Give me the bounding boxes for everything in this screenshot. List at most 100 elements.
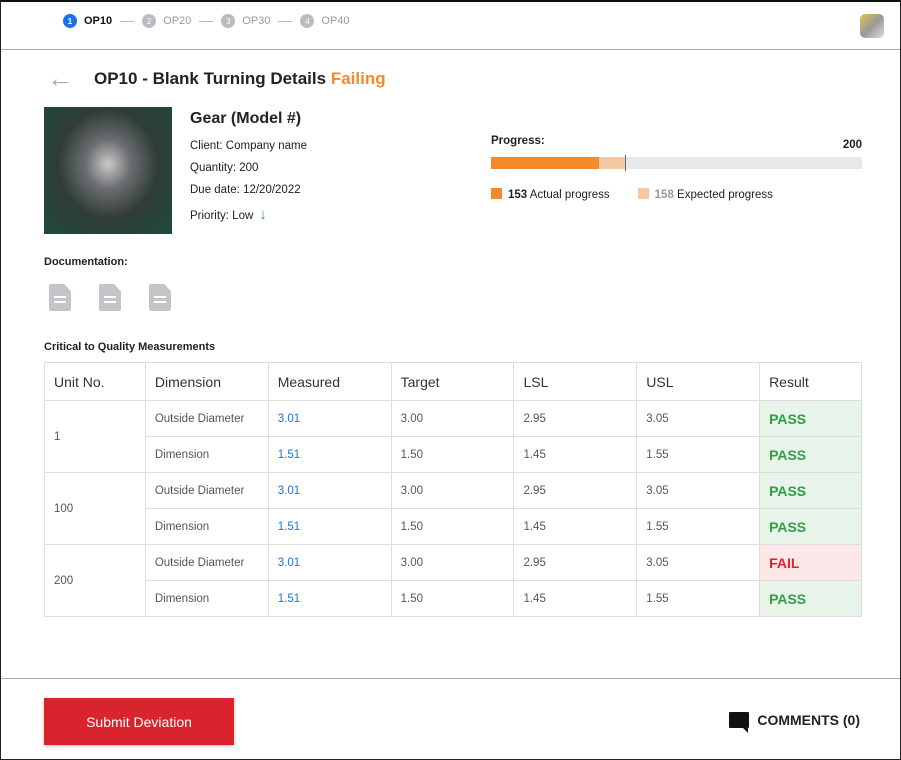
legend-actual: 153 Actual progress xyxy=(491,188,610,201)
table-row: 1 Outside Diameter 3.01 3.00 2.95 3.05 PASS xyxy=(44,400,862,473)
document-icon[interactable] xyxy=(99,284,121,311)
step-label: OP10 xyxy=(84,15,113,27)
column-header: LSL xyxy=(513,362,638,401)
actual-progress-fill xyxy=(491,157,599,169)
result-cell: PASS xyxy=(759,508,862,545)
step-separator xyxy=(199,20,214,22)
unit-number: 200 xyxy=(44,544,146,617)
measured-cell[interactable]: 1.51 xyxy=(267,508,392,545)
measured-cell[interactable]: 3.01 xyxy=(267,544,392,581)
comment-icon xyxy=(729,712,750,733)
result-cell: FAIL xyxy=(759,544,862,581)
due-date: Due date: 12/20/2022 xyxy=(190,184,301,196)
table-row: 200 Outside Diameter 3.01 3.00 2.95 3.05 FAIL xyxy=(44,544,862,617)
target-cell: 3.00 xyxy=(390,472,515,509)
progress-label: Progress: xyxy=(491,135,545,147)
column-header: Result xyxy=(759,362,862,401)
measured-cell[interactable]: 1.51 xyxy=(267,580,392,617)
page-title: OP10 - Blank Turning Details Failing xyxy=(94,69,386,89)
lsl-cell: 2.95 xyxy=(513,400,638,437)
target-cell: 3.00 xyxy=(390,400,515,437)
lsl-cell: 1.45 xyxy=(513,436,638,473)
usl-cell: 1.55 xyxy=(636,508,761,545)
comments-label: COMMENTS (0) xyxy=(757,712,860,728)
step-label: OP30 xyxy=(242,15,271,27)
dimension-cell: Outside Diameter xyxy=(144,472,269,509)
part-image xyxy=(44,107,172,234)
step-separator xyxy=(278,20,293,22)
step-separator xyxy=(120,20,135,22)
step-number: 4 xyxy=(300,14,315,28)
client: Client: Company name xyxy=(190,140,307,152)
document-icon[interactable] xyxy=(149,284,171,311)
user-avatar[interactable] xyxy=(860,14,884,38)
part-name: Gear (Model #) xyxy=(190,110,302,127)
step-label: OP40 xyxy=(321,15,350,27)
part-info: Gear (Model #) Client: Company name Quan… xyxy=(190,110,307,233)
header-divider xyxy=(1,49,900,50)
column-header: Target xyxy=(390,362,515,401)
result-cell: PASS xyxy=(759,472,862,509)
dimension-cell: Dimension xyxy=(144,436,269,473)
measured-cell[interactable]: 1.51 xyxy=(267,436,392,473)
usl-cell: 1.55 xyxy=(636,436,761,473)
column-header: Dimension xyxy=(144,362,269,401)
submit-deviation-button[interactable]: Submit Deviation xyxy=(44,698,234,745)
back-arrow-icon[interactable]: ← xyxy=(47,63,73,93)
footer-divider xyxy=(1,678,900,679)
measured-cell[interactable]: 3.01 xyxy=(267,400,392,437)
ctq-title: Critical to Quality Measurements xyxy=(44,341,216,353)
step-number: 3 xyxy=(221,14,236,28)
lsl-cell: 1.45 xyxy=(513,580,638,617)
documents xyxy=(49,284,171,311)
step-op10[interactable]: 1 OP10 xyxy=(63,14,112,28)
result-cell: PASS xyxy=(759,580,862,617)
measured-cell[interactable]: 3.01 xyxy=(267,472,392,509)
column-header: Measured xyxy=(267,362,392,401)
step-op40[interactable]: 4 OP40 xyxy=(300,14,350,28)
comments-button[interactable]: COMMENTS (0) xyxy=(729,712,860,733)
table-row: Dimension 1.51 1.50 1.45 1.55 PASS xyxy=(45,436,862,473)
usl-cell: 3.05 xyxy=(636,400,761,437)
arrow-down-icon: ↓ xyxy=(259,206,267,223)
usl-cell: 3.05 xyxy=(636,472,761,509)
target-cell: 1.50 xyxy=(390,580,515,617)
expected-label: Expected progress xyxy=(677,189,773,201)
actual-label: Actual progress xyxy=(529,189,610,201)
table-row: 100 Outside Diameter 3.01 3.00 2.95 3.05 PASS xyxy=(44,472,862,545)
priority-text: Priority: Low xyxy=(190,210,254,222)
dimension-cell: Outside Diameter xyxy=(144,400,269,437)
expected-marker xyxy=(624,155,626,171)
column-header: Unit No. xyxy=(44,362,146,401)
quantity: Quantity: 200 xyxy=(190,162,259,174)
lsl-cell: 2.95 xyxy=(513,472,638,509)
target-cell: 1.50 xyxy=(390,436,515,473)
document-icon[interactable] xyxy=(49,284,71,311)
dimension-cell: Dimension xyxy=(144,580,269,617)
expected-value: 158 xyxy=(654,189,674,201)
step-number: 2 xyxy=(142,14,157,28)
target-cell: 1.50 xyxy=(390,508,515,545)
actual-value: 153 xyxy=(508,189,528,201)
result-cell: PASS xyxy=(759,400,862,437)
usl-cell: 3.05 xyxy=(636,544,761,581)
ctq-table: Unit No. Dimension Measured Target LSL USL Res… xyxy=(44,362,862,617)
unit-number: 1 xyxy=(44,400,146,473)
result-cell: PASS xyxy=(759,436,862,473)
step-op30[interactable]: 3 OP30 xyxy=(221,14,270,28)
step-number: 1 xyxy=(63,14,77,28)
step-label: OP20 xyxy=(163,15,192,27)
progress-bar xyxy=(491,155,862,171)
target-cell: 3.00 xyxy=(390,544,515,581)
step-op20[interactable]: 2 OP20 xyxy=(142,14,191,28)
legend-expected: 158 Expected progress xyxy=(637,188,773,201)
usl-cell: 1.55 xyxy=(636,580,761,617)
stepper: 1 OP10 2 OP20 3 OP30 4 OP40 xyxy=(63,14,350,28)
table-row: Dimension 1.51 1.50 1.45 1.55 PASS xyxy=(45,508,862,545)
dimension-cell: Outside Diameter xyxy=(144,544,269,581)
column-header: USL xyxy=(636,362,761,401)
lsl-cell: 1.45 xyxy=(513,508,638,545)
table-row: Dimension 1.51 1.50 1.45 1.55 PASS xyxy=(45,580,862,617)
progress-section: Progress: 200 153 Actual progress 158 Ex… xyxy=(491,135,862,201)
priority: Priority: Low ↓ xyxy=(190,206,307,223)
